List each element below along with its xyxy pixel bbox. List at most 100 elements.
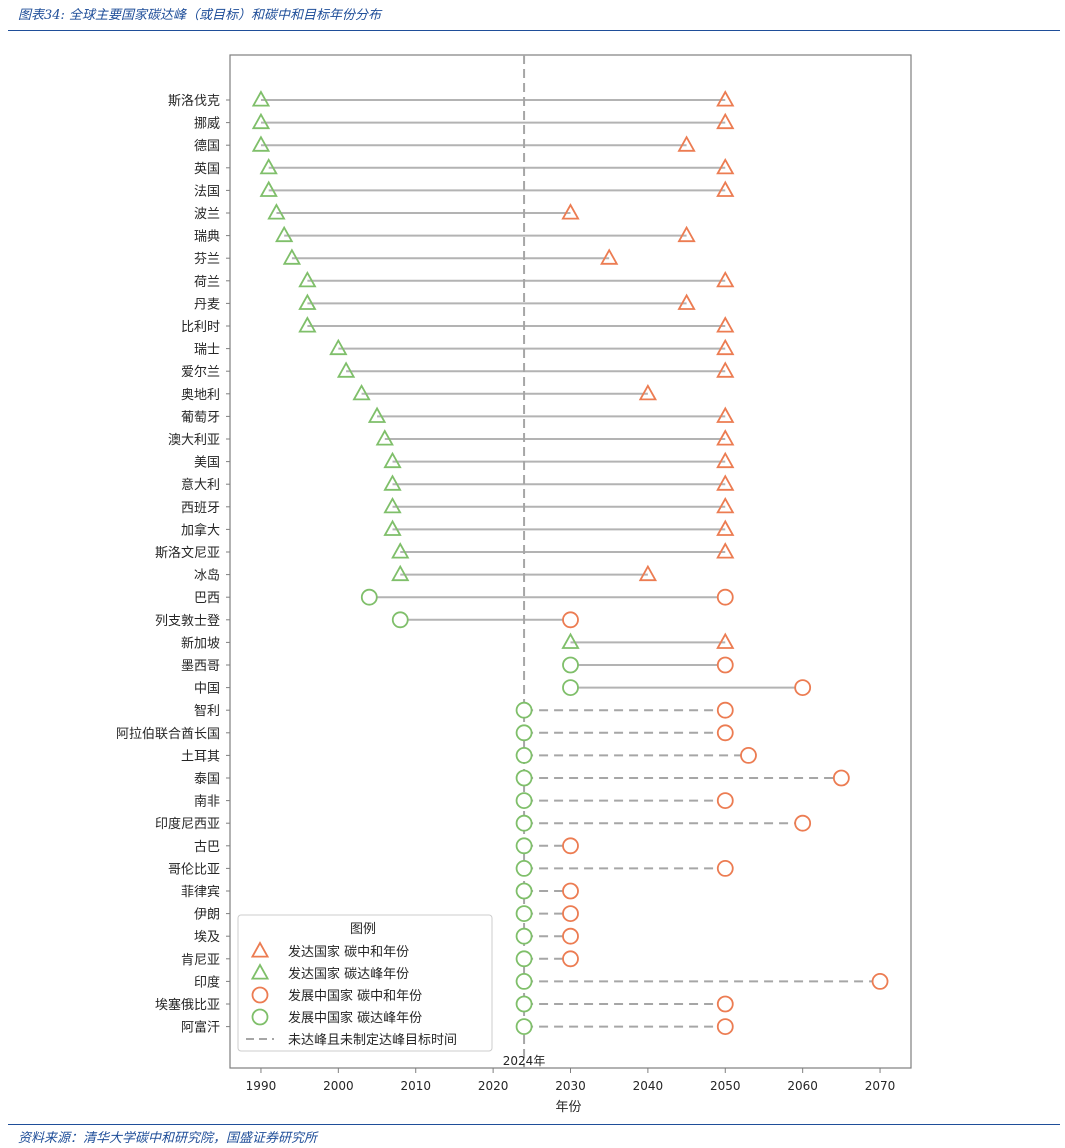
y-tick-label: 菲律宾 — [181, 884, 220, 900]
peak-year-marker — [391, 611, 409, 629]
x-axis-label: 年份 — [555, 1100, 581, 1115]
neutral-year-marker — [716, 90, 735, 107]
neutral-year-marker — [562, 905, 579, 922]
y-tick-label: 挪威 — [194, 117, 220, 132]
neutral-year-marker — [716, 112, 735, 130]
neutral-year-marker — [600, 248, 619, 265]
y-tick-label: 比利时 — [181, 320, 220, 335]
x-tick-label: 2040 — [633, 1079, 664, 1093]
y-tick-label: 波兰 — [194, 207, 220, 222]
neutral-year-marker — [794, 814, 812, 832]
neutral-year-marker — [638, 564, 658, 582]
y-tick-label: 智利 — [194, 704, 220, 719]
reference-line-label: 2024年 — [503, 1054, 546, 1068]
peak-year-marker — [515, 995, 533, 1013]
y-tick-label: 古巴 — [194, 840, 220, 855]
peak-year-marker — [515, 927, 533, 945]
peak-year-marker — [360, 588, 378, 606]
peak-year-marker — [298, 316, 317, 333]
neutral-year-marker — [562, 611, 579, 629]
neutral-year-marker — [716, 542, 735, 559]
neutral-year-marker — [716, 180, 735, 197]
y-tick-label: 埃及 — [194, 930, 220, 945]
neutral-year-marker — [716, 701, 734, 719]
y-tick-label: 加拿大 — [181, 522, 220, 538]
y-tick-label: 丹麦 — [194, 297, 220, 312]
neutral-year-marker — [716, 338, 735, 356]
y-tick-label: 新加坡 — [181, 635, 220, 651]
x-tick-label: 2030 — [555, 1079, 586, 1093]
x-tick-label: 2000 — [323, 1079, 354, 1093]
y-tick-label: 土耳其 — [181, 749, 220, 764]
y-tick-label: 瑞士 — [194, 343, 220, 358]
legend-marker-triangle — [250, 941, 270, 958]
peak-year-marker — [515, 860, 533, 877]
peak-year-marker — [336, 361, 356, 378]
neutral-year-marker — [677, 225, 696, 243]
peak-year-marker — [282, 248, 302, 265]
peak-year-marker — [298, 293, 317, 310]
peak-year-marker — [562, 679, 579, 696]
x-tick-label: 2070 — [865, 1079, 896, 1093]
x-tick-label: 2050 — [710, 1079, 741, 1093]
y-tick-label: 美国 — [194, 456, 220, 471]
y-tick-label: 哥伦比亚 — [168, 862, 220, 877]
legend-entry-label: 未达峰且未制定达峰目标时间 — [288, 1033, 457, 1048]
peak-year-marker — [367, 406, 387, 423]
peak-year-marker — [352, 383, 371, 401]
y-tick-label: 意大利 — [181, 477, 220, 493]
y-tick-label: 印度 — [194, 974, 220, 990]
neutral-year-marker — [716, 792, 734, 809]
neutral-year-marker — [716, 632, 735, 649]
x-tick-label: 2060 — [787, 1079, 818, 1093]
peak-year-marker — [515, 747, 533, 764]
peak-year-marker — [329, 338, 348, 356]
peak-year-marker — [515, 769, 533, 787]
neutral-year-marker — [716, 519, 735, 536]
x-tick-label: 2020 — [478, 1079, 509, 1093]
neutral-year-marker — [716, 451, 735, 469]
y-tick-label: 瑞典 — [194, 230, 220, 245]
neutral-year-marker — [716, 361, 735, 378]
legend-marker-circle — [251, 1008, 269, 1026]
peak-year-marker — [515, 724, 533, 742]
peak-year-marker — [391, 542, 410, 559]
source-note: 资料来源：清华大学碳中和研究院，国盛证券研究所 — [18, 1131, 318, 1146]
peak-year-marker — [561, 632, 580, 649]
peak-year-marker — [515, 837, 533, 855]
peak-year-marker — [375, 429, 394, 446]
peak-year-marker — [383, 496, 402, 514]
neutral-year-marker — [562, 837, 579, 855]
neutral-year-marker — [716, 496, 735, 514]
y-tick-label: 泰国 — [194, 772, 220, 787]
y-tick-label: 芬兰 — [194, 252, 220, 267]
legend-box — [237, 914, 493, 1052]
legend-entry-label: 发达国家 碳中和年份 — [288, 944, 409, 960]
peak-year-marker — [251, 112, 271, 130]
peak-year-marker — [515, 814, 533, 832]
neutral-year-marker — [677, 293, 696, 310]
peak-year-marker — [515, 973, 533, 990]
y-tick-label: 西班牙 — [181, 501, 220, 516]
y-tick-label: 印度尼西亚 — [155, 816, 220, 832]
y-tick-label: 爱尔兰 — [181, 365, 220, 380]
y-tick-label: 肯尼亚 — [181, 953, 220, 968]
neutral-year-marker — [716, 429, 735, 446]
legend-title: 图例 — [350, 922, 376, 937]
neutral-year-marker — [561, 203, 580, 220]
neutral-year-marker — [677, 135, 696, 152]
peak-year-marker — [515, 701, 533, 719]
neutral-year-marker — [716, 157, 735, 175]
legend-entry-label: 发展中国家 碳中和年份 — [288, 988, 422, 1004]
footer-divider — [8, 1124, 1060, 1125]
y-tick-label: 中国 — [194, 682, 220, 697]
y-tick-label: 斯洛伐克 — [168, 94, 220, 109]
y-tick-label: 墨西哥 — [181, 659, 220, 674]
y-tick-label: 奥地利 — [181, 388, 220, 403]
peak-year-marker — [515, 792, 533, 809]
neutral-year-marker — [638, 383, 658, 401]
neutral-year-marker — [716, 474, 735, 491]
y-tick-label: 冰岛 — [194, 568, 220, 584]
peak-year-marker — [562, 656, 579, 674]
neutral-year-marker — [716, 1018, 734, 1035]
